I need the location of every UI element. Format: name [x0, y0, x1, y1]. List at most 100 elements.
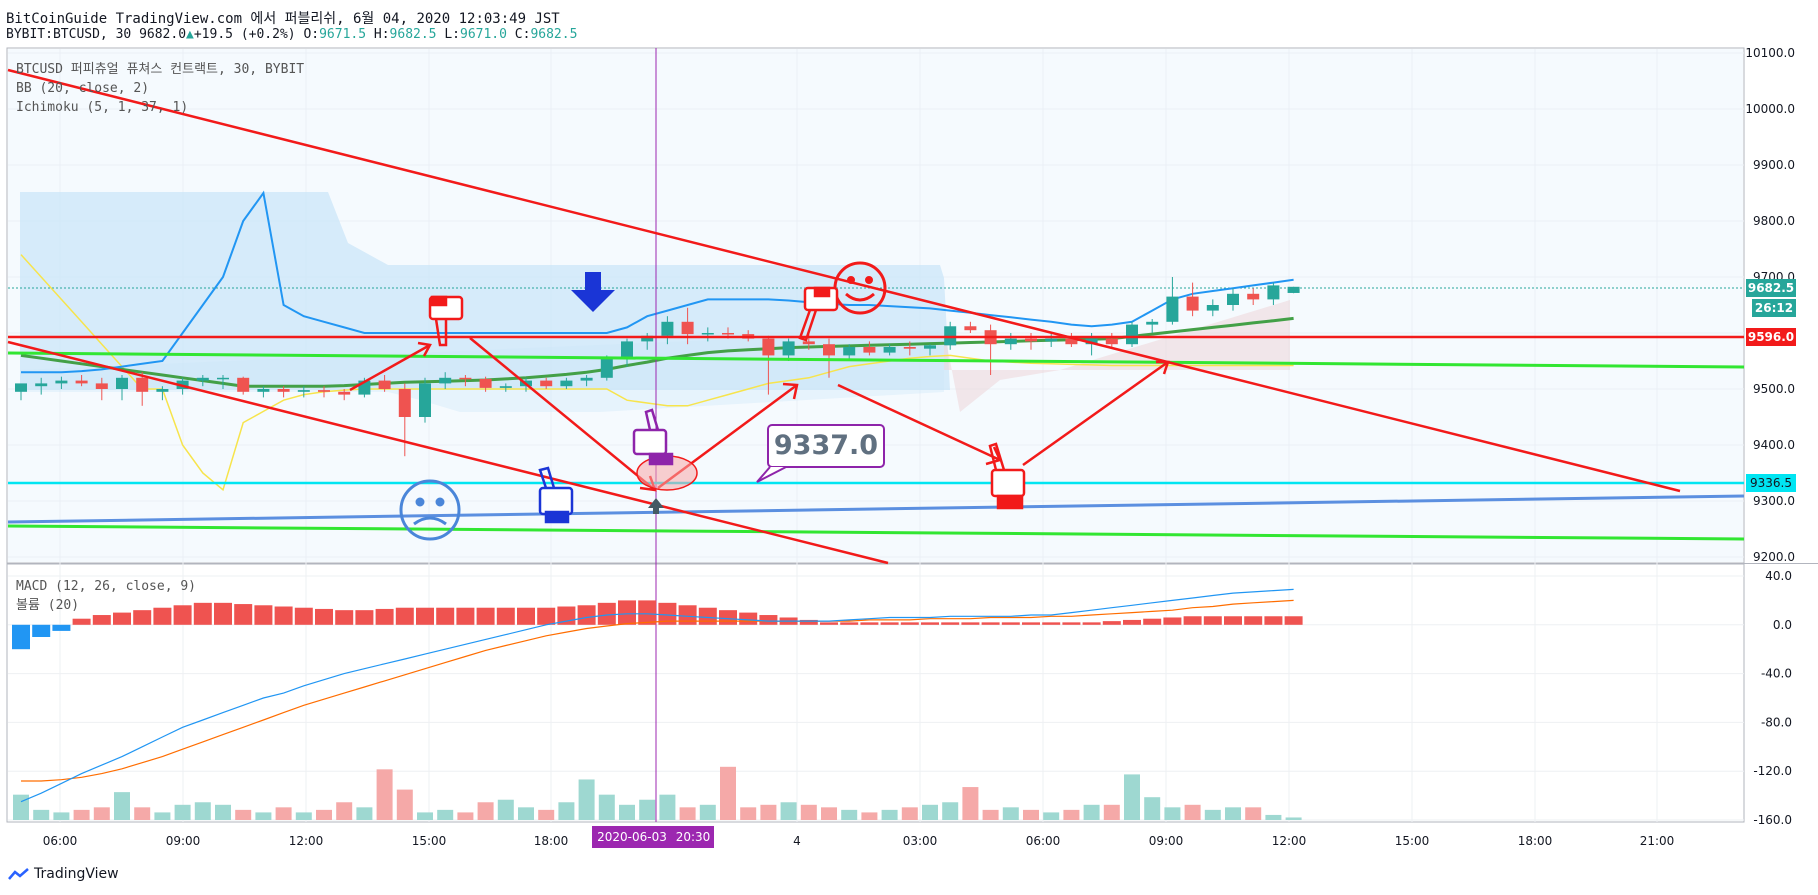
volume-bar — [598, 794, 615, 820]
macd-histogram-bar — [941, 622, 960, 625]
candle-body — [722, 333, 734, 335]
price-note-callout[interactable]: 9337.0 — [756, 424, 885, 483]
time-axis-tick: 12:00 — [289, 834, 324, 848]
macd-histogram-bar — [1022, 622, 1040, 625]
macd-pane-frame — [6, 563, 1745, 823]
candle-body — [196, 377, 209, 381]
volume-bar — [1002, 807, 1019, 820]
blue-trendline[interactable] — [7, 494, 1745, 524]
macd-line — [20, 588, 1294, 803]
macd-histogram-bar — [456, 607, 475, 625]
volume-bar — [740, 807, 757, 820]
volume-bar — [1184, 804, 1201, 820]
time-axis-tick: 03:00 — [903, 834, 938, 848]
pointing-hand-down-icon-purple — [632, 408, 674, 466]
volume-bar — [1063, 809, 1080, 820]
candle-body — [661, 321, 674, 336]
macd-histogram-bar — [577, 605, 596, 625]
macd-histogram-bar — [1123, 619, 1141, 625]
volume-bar — [942, 802, 959, 820]
time-axis-tick: 12:00 — [1272, 834, 1307, 848]
green-line-upper[interactable] — [7, 351, 1745, 369]
macd-histogram-bar — [658, 602, 677, 625]
volume-bar — [821, 807, 837, 820]
macd-histogram-bar — [1163, 617, 1182, 625]
volume-bar — [235, 809, 252, 820]
red-trendline-lower[interactable] — [7, 340, 889, 565]
candle-body — [883, 347, 896, 353]
time-axis[interactable]: 06:00 09:00 12:00 15:00 18:00 4 03:00 06:00 09:0… — [43, 834, 1675, 848]
candle-body — [419, 383, 431, 417]
macd-histogram-bar — [193, 602, 212, 625]
candle-body — [116, 377, 128, 389]
volume-bar — [174, 804, 191, 820]
macd-histogram-bar — [900, 622, 919, 625]
legend-volume[interactable]: 볼륨 (20) — [16, 598, 79, 613]
macd-histogram-bar — [1001, 622, 1020, 625]
macd-histogram-bar — [1203, 616, 1222, 625]
price-axis-tick: 9500.0 — [1753, 382, 1795, 396]
candle-body — [903, 347, 916, 349]
crosshair-time-text: 20:30 — [676, 830, 711, 844]
volume-bar — [73, 809, 90, 820]
bb-lower-line — [20, 254, 1294, 492]
low-label: L: — [444, 27, 460, 42]
macd-axis[interactable]: 40.0 0.0 -40.0 -80.0 -120.0 -160.0 — [1753, 569, 1792, 827]
macd-axis-tick: 0.0 — [1773, 618, 1792, 632]
green-line-lower[interactable] — [7, 524, 1745, 541]
macd-histogram-bar — [254, 605, 273, 625]
macd-histogram-bar — [1082, 622, 1101, 625]
volume-bar — [134, 807, 151, 820]
volume-bar — [861, 812, 878, 820]
cloud-bullish-bottom — [20, 330, 944, 412]
macd-histogram-bar — [153, 607, 172, 625]
volume-bar — [720, 766, 736, 820]
macd-histogram-bar — [719, 610, 737, 625]
candle-body — [843, 347, 856, 356]
up-arrow-icon: ▲ — [186, 27, 194, 42]
red-trendline-upper[interactable] — [7, 68, 1681, 493]
volume-bar — [457, 812, 474, 820]
candle-body — [95, 383, 108, 389]
volume-bar — [13, 794, 29, 820]
macd-histogram-bar — [395, 607, 414, 625]
time-axis-tick: 15:00 — [412, 834, 447, 848]
volume-bar — [800, 804, 817, 820]
volume-bar — [1043, 812, 1060, 820]
price-axis-tick: 9800.0 — [1753, 214, 1795, 228]
candle-body — [560, 380, 573, 387]
time-axis-tick: 18:00 — [534, 834, 569, 848]
candle-body — [499, 386, 512, 388]
legend-macd[interactable]: MACD (12, 26, close, 9) — [16, 579, 196, 594]
macd-histogram-bar — [1224, 616, 1242, 625]
candle-body — [1105, 338, 1118, 345]
legend-bb[interactable]: BB (20, close, 2) — [16, 81, 149, 96]
time-axis-tick: 06:00 — [1026, 834, 1061, 848]
low-value: 9671.0 — [460, 27, 507, 42]
time-axis-tick: 21:00 — [1640, 834, 1675, 848]
macd-histogram-bar — [1244, 616, 1263, 625]
macd-histogram-bar — [32, 624, 51, 637]
volume-bar — [1103, 804, 1120, 820]
volume-bar — [356, 807, 373, 820]
volume-bar — [194, 802, 211, 820]
macd-histogram-bar — [315, 608, 333, 625]
tradingview-logo[interactable]: TradingView — [8, 866, 119, 882]
volume-bar — [881, 809, 898, 820]
pointing-hand-down-icon-2 — [798, 286, 839, 342]
macd-histogram-bar — [1062, 622, 1081, 625]
candle-body — [338, 391, 351, 395]
volume-bar — [154, 812, 171, 820]
candle-body — [1206, 305, 1219, 311]
volume-bar — [1204, 809, 1221, 820]
macd-histogram-bar — [880, 622, 899, 625]
candle-body — [1045, 338, 1058, 342]
legend-ichimoku[interactable]: Ichimoku (5, 1, 37, 1) — [16, 100, 188, 115]
price-axis-tick: 9400.0 — [1753, 438, 1795, 452]
macd-histogram-bar — [1042, 622, 1061, 625]
up-arrow-marker-icon — [648, 498, 664, 514]
macd-histogram-bar — [436, 607, 455, 625]
candle-body — [35, 383, 48, 387]
legend-series-title: BTCUSD 퍼피츄얼 퓨쳐스 컨트랙트, 30, BYBIT — [16, 62, 304, 77]
